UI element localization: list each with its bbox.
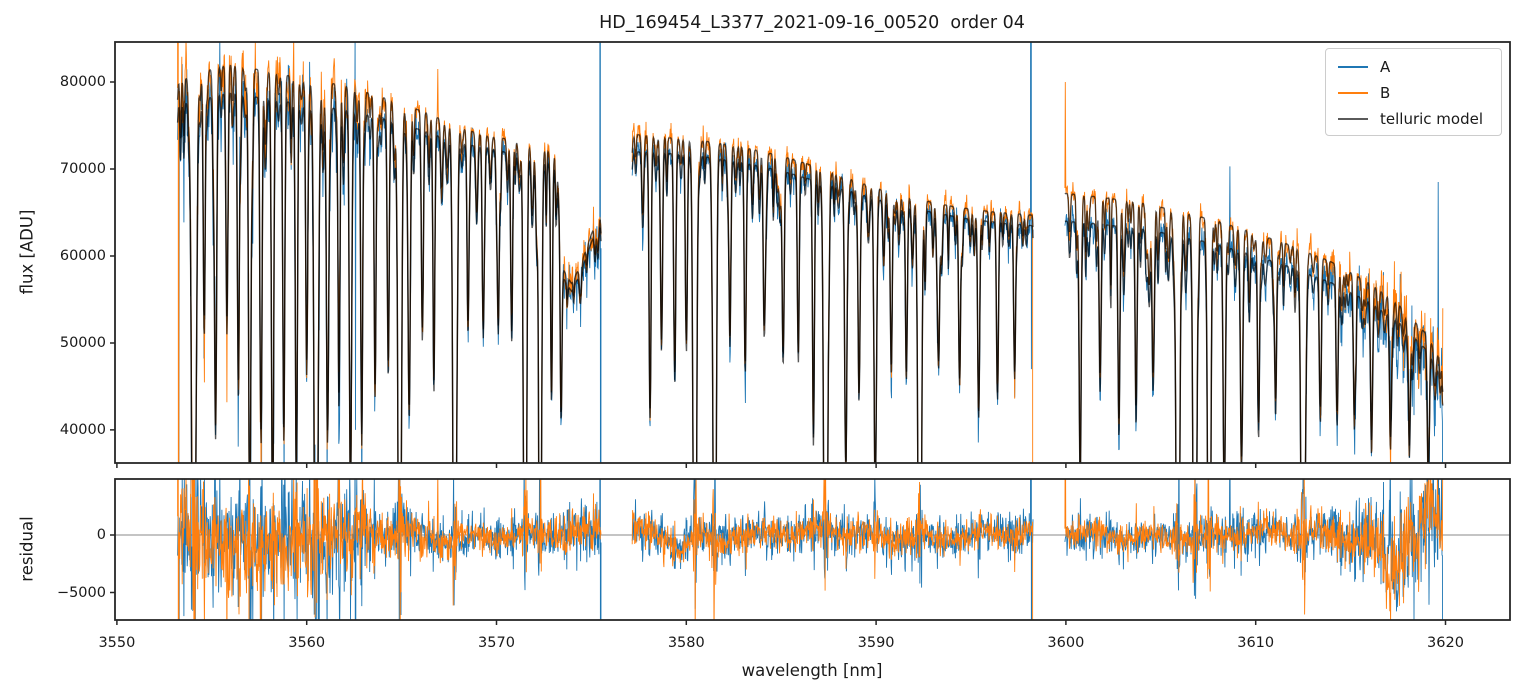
legend-line-telluric-model [1338,118,1368,120]
x-tick-label: 3590 [857,635,895,651]
residual-panel [115,479,1510,620]
telluric-model-b [176,64,1444,463]
y-tick-label-flux: 80000 [59,74,106,90]
legend-line-b [1338,92,1368,94]
legend-entry-a: A [1326,54,1501,80]
x-tick-label: 3580 [667,635,705,651]
x-tick-label: 3560 [288,635,326,651]
legend-entry-telluric-model: telluric model [1326,106,1501,132]
x-tick-label: 3610 [1237,635,1275,651]
y-tick-label-flux: 40000 [59,421,106,438]
residual-panel-frame [114,478,1511,621]
x-tick-label: 3620 [1427,635,1464,651]
wavelength-axis-label: wavelength [nm] [741,661,883,680]
series-b-flux [177,42,1444,463]
y-tick-label-flux: 50000 [59,334,106,351]
y-tick-label-flux: 60000 [59,247,106,264]
legend-label-telluric-model: telluric model [1380,110,1484,128]
flux-panel [176,42,1444,463]
flux-panel-frame [114,41,1511,464]
legend-label-a: A [1380,58,1391,76]
y-tick-label-flux: 70000 [59,160,106,177]
legend-line-a [1338,66,1368,68]
telluric-model-a [176,92,1444,463]
x-tick-label: 3600 [1047,635,1085,651]
legend-label-b: B [1380,84,1391,102]
legend-entry-b: B [1326,80,1501,106]
chart-title: HD_169454_L3377_2021-09-16_00520 order 0… [599,13,1025,33]
x-tick-label: 3570 [478,635,515,651]
y-tick-label-residual: 0 [96,527,106,543]
series-b-residual [177,479,1444,620]
tick-marks [110,81,1447,625]
x-tick-label: 3550 [98,635,136,651]
y-tick-label-residual: −5000 [56,584,106,601]
legend: A B telluric model [1325,48,1502,136]
